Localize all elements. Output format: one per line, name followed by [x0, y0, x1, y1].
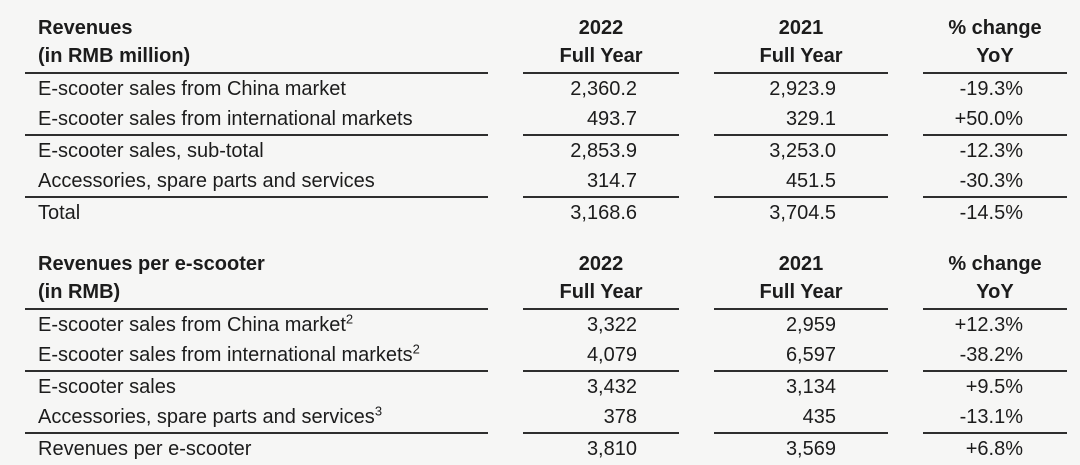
value-2022: 3,322	[586, 314, 637, 336]
table-header-row: Revenues per e-scooter (in RMB) 2022 Ful…	[25, 250, 1080, 310]
row-label-text: Accessories, spare parts and services	[38, 406, 375, 428]
value-2021: 3,569	[785, 438, 836, 460]
value-2022: 3,810	[586, 438, 637, 460]
column-header-change: % change	[948, 17, 1042, 39]
value-yoy-change: -14.5%	[959, 202, 1023, 224]
value-yoy-change: -38.2%	[923, 340, 1067, 372]
table-row: E-scooter sales from international marke…	[25, 340, 1080, 372]
value-2021: 3,253.0	[769, 140, 836, 162]
table-row: Accessories, spare parts and services 31…	[25, 166, 1080, 198]
row-label-text: Revenues per e-scooter	[38, 438, 252, 460]
value-yoy-change: -13.1%	[923, 402, 1067, 434]
value-2021: 435	[714, 402, 888, 434]
footnote-marker: 2	[412, 341, 420, 357]
value-2022: 3,168.6	[570, 202, 637, 224]
row-label: E-scooter sales from international marke…	[25, 340, 488, 372]
table-title: Revenues per e-scooter (in RMB)	[25, 250, 488, 310]
row-label: Revenues per e-scooter	[25, 434, 488, 464]
revenues-table: Revenues (in RMB million) 2022 Full Year…	[25, 14, 1080, 228]
column-header-change: % change	[948, 253, 1042, 275]
row-label: E-scooter sales, sub-total	[25, 136, 488, 166]
value-2021: 2,959	[785, 314, 836, 336]
column-header-yoy: YoY	[976, 45, 1014, 67]
table-row: E-scooter sales from international marke…	[25, 104, 1080, 136]
value-2021: 3,704.5	[769, 202, 836, 224]
column-header-yoy-change: % change YoY	[923, 250, 1067, 310]
column-header-year: 2021	[778, 253, 824, 275]
table-title: Revenues (in RMB million)	[25, 14, 488, 74]
table-row: Accessories, spare parts and services3 3…	[25, 402, 1080, 434]
row-label-text: E-scooter sales from China market	[38, 78, 346, 100]
table-row: E-scooter sales from China market2 3,322…	[25, 310, 1080, 340]
revenues-per-escooter-table: Revenues per e-scooter (in RMB) 2022 Ful…	[25, 250, 1080, 464]
value-2022: 2,360.2	[570, 78, 637, 100]
row-label: Accessories, spare parts and services	[25, 166, 488, 198]
table-title-line1: Revenues per e-scooter	[38, 253, 265, 275]
row-label-text: E-scooter sales from international marke…	[38, 344, 413, 366]
row-label: Accessories, spare parts and services3	[25, 402, 488, 434]
table-row: E-scooter sales 3,432 3,134 +9.5%	[25, 372, 1080, 402]
value-2022: 4,079	[523, 340, 679, 372]
value-2022: 2,853.9	[570, 140, 637, 162]
column-header-year: 2022	[578, 253, 624, 275]
value-2021: 3,134	[785, 376, 836, 398]
value-2021: 6,597	[714, 340, 888, 372]
row-label: E-scooter sales from China market	[25, 74, 488, 104]
column-header-year: 2022	[578, 17, 624, 39]
value-2022: 3,432	[586, 376, 637, 398]
row-label-text: Accessories, spare parts and services	[38, 170, 375, 192]
row-label: E-scooter sales from international marke…	[25, 104, 488, 136]
column-header-period: Full Year	[759, 45, 843, 67]
value-2021: 2,923.9	[769, 78, 836, 100]
column-header-period: Full Year	[559, 281, 643, 303]
value-2021: 329.1	[714, 104, 888, 136]
table-title-line2: (in RMB)	[38, 281, 121, 303]
value-yoy-change: -12.3%	[959, 140, 1023, 162]
column-header-2021: 2021 Full Year	[714, 14, 888, 74]
row-label-text: Total	[38, 202, 81, 224]
row-label-text: E-scooter sales from China market	[38, 314, 346, 336]
table-header-row: Revenues (in RMB million) 2022 Full Year…	[25, 14, 1080, 74]
table-row-total: Revenues per e-scooter 3,810 3,569 +6.8%	[25, 434, 1080, 464]
table-row: E-scooter sales, sub-total 2,853.9 3,253…	[25, 136, 1080, 166]
table-row: E-scooter sales from China market 2,360.…	[25, 74, 1080, 104]
row-label-text: E-scooter sales from international marke…	[38, 108, 413, 130]
value-yoy-change: +9.5%	[965, 376, 1023, 398]
column-header-year: 2021	[778, 17, 824, 39]
value-2022: 493.7	[523, 104, 679, 136]
value-2021: 451.5	[714, 166, 888, 198]
column-header-2022: 2022 Full Year	[523, 250, 679, 310]
row-label-text: E-scooter sales	[38, 376, 176, 398]
footnote-marker: 3	[374, 403, 383, 419]
column-header-yoy: YoY	[976, 281, 1014, 303]
column-header-2022: 2022 Full Year	[523, 14, 679, 74]
table-row-total: Total 3,168.6 3,704.5 -14.5%	[25, 198, 1080, 228]
value-yoy-change: -30.3%	[923, 166, 1067, 198]
row-label: E-scooter sales	[25, 372, 488, 402]
row-label: Total	[25, 198, 488, 228]
table-title-line1: Revenues	[38, 17, 133, 39]
value-yoy-change: +12.3%	[954, 314, 1023, 336]
column-header-2021: 2021 Full Year	[714, 250, 888, 310]
value-2022: 378	[523, 402, 679, 434]
column-header-yoy-change: % change YoY	[923, 14, 1067, 74]
value-yoy-change: +50.0%	[923, 104, 1067, 136]
table-title-line2: (in RMB million)	[38, 45, 191, 67]
footnote-marker: 2	[345, 311, 354, 327]
value-2022: 314.7	[523, 166, 679, 198]
column-header-period: Full Year	[559, 45, 643, 67]
row-label-text: E-scooter sales, sub-total	[38, 140, 264, 162]
value-yoy-change: +6.8%	[965, 438, 1023, 460]
value-yoy-change: -19.3%	[959, 78, 1023, 100]
column-header-period: Full Year	[759, 281, 843, 303]
row-label: E-scooter sales from China market2	[25, 310, 488, 340]
